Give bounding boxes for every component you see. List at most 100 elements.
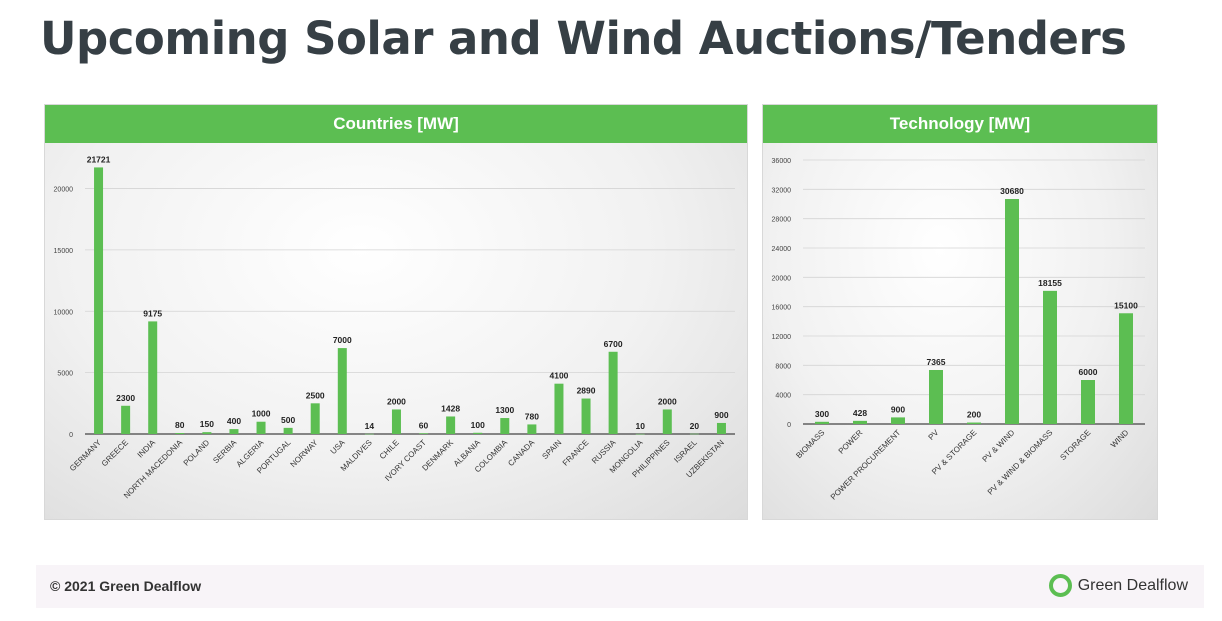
bar-usa [337,348,347,434]
data-label-greece: 2300 [116,393,135,403]
x-tick-label: USA [329,438,347,456]
bar-greece [121,405,131,434]
bar-denmark [446,416,456,434]
data-label-storage: 6000 [1079,367,1098,377]
bar-uzbekistan [716,422,726,434]
bar-canada [527,424,537,434]
y-tick-label: 8000 [775,363,791,370]
bar-spain [554,383,564,434]
data-label-israel: 20 [690,421,700,431]
x-tick-label: INDIA [136,438,158,460]
x-tick-label: CHILE [378,438,401,461]
x-tick-label: PV & WIND & BIOMASS [986,428,1055,497]
y-tick-label: 24000 [772,246,792,253]
x-tick-label: PV & WIND [981,428,1017,464]
bar-storage [1081,380,1095,424]
footer-bar: © 2021 Green Dealflow Green Dealflow [36,565,1204,608]
bar-pv-storage [967,422,981,424]
data-label-india: 9175 [143,308,162,318]
data-label-power-procurement: 900 [891,404,905,414]
x-tick-label: STORAGE [1058,428,1092,462]
bar-colombia [500,418,510,434]
x-tick-label: POWER [837,428,865,456]
y-tick-label: 16000 [772,305,792,312]
x-tick-label: NORWAY [289,438,321,470]
y-tick-label: 4000 [775,393,791,400]
brand-logo: Green Dealflow [1048,574,1188,597]
brand-name: Green Dealflow [1077,576,1188,594]
copyright-text: © 2021 Green Dealflow [50,578,202,594]
data-label-power: 428 [853,408,867,418]
x-tick-label: BIOMASS [794,428,826,460]
data-label-colombia: 1300 [495,405,514,415]
x-tick-label: POWER PROCUREMENT [829,428,903,502]
bar-north-macedonia [175,433,185,434]
y-tick-label: 20000 [772,275,792,282]
bar-norway [310,403,320,434]
x-tick-label: WIND [1109,428,1131,450]
data-label-mongolia: 10 [635,421,645,431]
data-label-pv-wind: 30680 [1000,186,1024,196]
x-tick-label: ISRAEL [672,438,699,465]
data-label-ivory-coast: 60 [419,420,429,430]
data-label-portugal: 500 [281,415,295,425]
bar-power-procurement [891,417,905,424]
data-label-canada: 780 [525,411,539,421]
x-tick-label: GERMANY [68,438,103,473]
bar-germany [94,167,104,435]
bar-ivory-coast [419,433,429,434]
data-label-wind: 15100 [1114,300,1138,310]
bar-russia [608,351,618,434]
bar-philippines [662,409,672,434]
data-label-biomass: 300 [815,409,829,419]
bar-portugal [283,427,293,434]
y-tick-label: 12000 [772,334,792,341]
data-label-poland: 150 [200,419,214,429]
data-label-spain: 4100 [549,371,568,381]
bar-chile [391,409,401,434]
bar-poland [202,432,212,434]
bar-mongolia [635,433,645,435]
bar-pv-wind-biomass [1043,290,1057,424]
bar-wind [1119,313,1133,424]
brand-ring-icon [1048,574,1072,597]
page-title: Upcoming Solar and Wind Auctions/Tenders [40,12,1127,65]
bar-algeria [256,421,266,434]
data-label-algeria: 1000 [252,409,271,419]
bar-pv [929,369,943,424]
bar-pv-wind [1005,199,1019,424]
bar-biomass [815,421,829,424]
bar-power [853,420,867,424]
data-label-usa: 7000 [333,335,352,345]
data-label-pv: 7365 [927,357,946,367]
y-tick-label: 15000 [54,248,74,255]
y-tick-label: 20000 [54,187,74,194]
data-label-pv-wind-biomass: 18155 [1038,278,1062,288]
data-label-serbia: 400 [227,416,241,426]
bar-albania [473,432,483,434]
data-label-philippines: 2000 [658,396,677,406]
data-label-uzbekistan: 900 [714,410,728,420]
y-tick-label: 28000 [772,217,792,224]
data-label-norway: 2500 [306,390,325,400]
technology-bar-chart: 0 4000 8000 12000 16000 20000 24000 28000 32000 3… [772,158,1145,502]
data-label-north-macedonia: 80 [175,420,185,430]
x-tick-label: SERBIA [211,438,239,466]
y-tick-label: 0 [787,422,791,429]
data-label-denmark: 1428 [441,403,460,413]
bar-india [148,321,158,434]
countries-chart-title: Countries [MW] [45,105,747,143]
y-tick-label: 36000 [772,158,792,165]
data-label-germany: 21721 [87,154,111,164]
bar-france [581,398,591,434]
data-label-russia: 6700 [604,339,623,349]
y-tick-label: 0 [69,432,73,439]
countries-chart-panel: Countries [MW] 0 5000 10000 15000 20000 21721… [44,104,748,520]
y-tick-label: 32000 [772,187,792,194]
technology-chart-panel: Technology [MW] 0 4000 8000 12000 16000 20000… [762,104,1158,520]
data-label-maldives: 14 [365,421,375,431]
technology-chart-title: Technology [MW] [763,105,1157,143]
bar-maldives [364,433,374,435]
y-tick-label: 10000 [54,309,74,316]
data-label-chile: 2000 [387,396,406,406]
